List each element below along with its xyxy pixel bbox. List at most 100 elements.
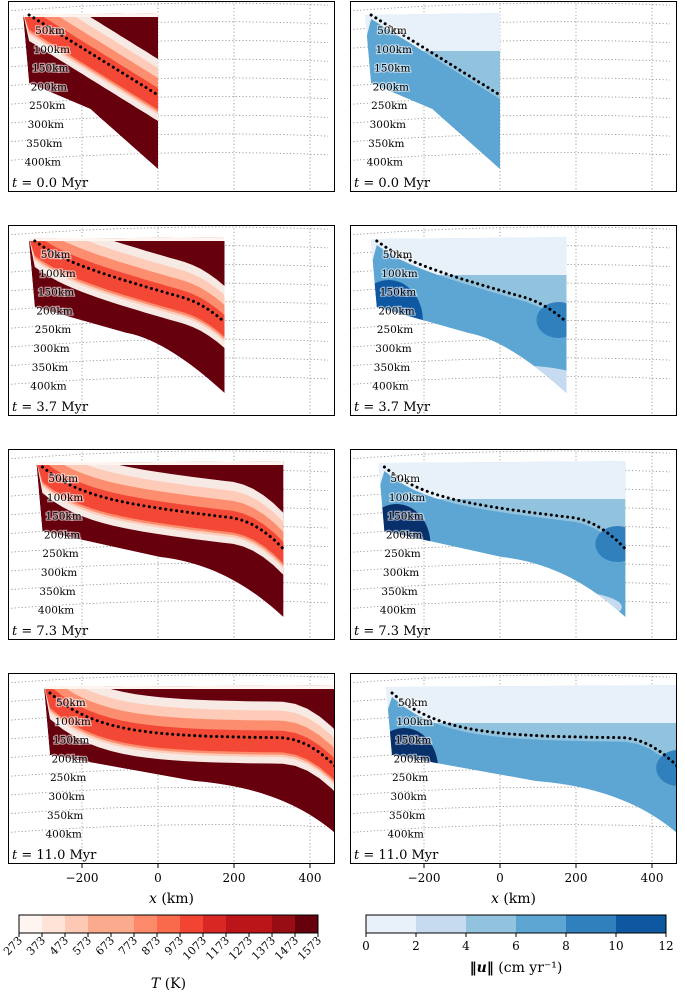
temperature-colorbar-tick-label: 1473 [272, 934, 301, 963]
depth-label: 400km [372, 381, 408, 393]
depth-label: 150km [374, 63, 410, 75]
grid-depth-arc [8, 58, 329, 68]
depth-label: 300km [375, 343, 411, 355]
time-label: t = 7.3 Myr [12, 624, 89, 639]
grid-depth-arc [350, 376, 671, 385]
grid-depth-arc [8, 2, 329, 12]
depth-label: 100km [397, 716, 433, 728]
grid-depth-arc [8, 600, 329, 609]
velocity-colorbar-tick-label: 2 [412, 939, 420, 953]
panel-frame [8, 225, 335, 416]
panel-frame [350, 225, 677, 416]
depth-label: 300km [41, 567, 77, 579]
temperature-colorbar-tick-label: 273 [1, 934, 25, 958]
depth-label: 150km [380, 287, 416, 299]
x-axes: −200 0 200 400 x (km) −200 0 200 400 x (km) [66, 864, 663, 907]
panel-temperature-0: 50km 100km 150km 200km 250km 300km 350km 400km t… [8, 1, 335, 192]
temperature-colorbar-tick-label: 773 [116, 934, 140, 958]
depth-label: 100km [376, 44, 412, 56]
depth-label: 300km [49, 791, 85, 803]
temperature-colorbar-segment [203, 915, 227, 933]
depth-label: 100km [381, 268, 417, 280]
slab-interface-line [27, 13, 160, 97]
depth-label: 50km [377, 25, 407, 37]
temperature-colorbar-tick-label: 673 [93, 934, 117, 958]
grid-depth-arc [350, 786, 671, 796]
grid-depth-arc [350, 21, 671, 30]
grid-depth-arc [8, 114, 329, 124]
low-velocity-zone [428, 365, 567, 393]
grid-depth-arc [8, 226, 329, 236]
velocity-colorbar-tick-label: 8 [562, 939, 570, 953]
time-label: t = 7.3 Myr [354, 624, 431, 639]
x-axis-label: x (km) [149, 891, 194, 907]
grid-depth-arc [8, 376, 329, 385]
depth-label: 250km [35, 324, 71, 336]
depth-label: 300km [33, 343, 69, 355]
grid-depth-arc [350, 77, 671, 87]
grid-depth-arc [350, 2, 671, 12]
grid-depth-arc [350, 581, 671, 591]
velocity-colorbar-tick-label: 6 [512, 939, 520, 953]
depth-label: 350km [374, 362, 410, 374]
grid-depth-arc [8, 786, 329, 796]
low-velocity-zone [461, 589, 622, 617]
depth-label: 100km [55, 716, 91, 728]
depth-label: 50km [41, 249, 71, 261]
temperature-colorbar-segment [88, 915, 112, 933]
grid-depth-arc [8, 77, 329, 87]
temperature-colorbar-segment [19, 915, 43, 933]
depth-label: 350km [389, 810, 425, 822]
surface-cold-layer [23, 13, 158, 17]
grid-depth-arc [350, 357, 671, 367]
velocity-colorbar-segment [616, 915, 667, 933]
panel-frame [350, 1, 677, 192]
depth-label: 300km [28, 119, 64, 131]
time-label: t = 3.7 Myr [354, 400, 431, 415]
upper-plate-velocity [386, 685, 677, 723]
depth-label: 250km [384, 548, 420, 560]
velocity-field [365, 13, 500, 169]
depth-label: 150km [53, 735, 89, 747]
grid-depth-arc [8, 674, 329, 684]
velocity-colorbar-label: ‖u‖ (cm yr⁻¹) [470, 960, 563, 976]
grid-depth-arc [350, 562, 671, 572]
temperature-field [44, 685, 335, 841]
depth-label: 200km [378, 305, 414, 317]
temperature-field [28, 237, 225, 393]
depth-label: 150km [38, 287, 74, 299]
depth-label: 350km [368, 138, 404, 150]
panel-velocity-2: 50km 100km 150km 200km 250km 300km 350km 400km t… [350, 449, 677, 640]
temperature-colorbar-tick-label: 373 [24, 934, 48, 958]
panel-temperature-1: 50km 100km 150km 200km 250km 300km 350km 400km t… [8, 225, 335, 416]
colorbars: 2733734735736737738739731073117312731373… [1, 914, 674, 992]
temperature-colorbar-tick-label: 1373 [249, 934, 278, 963]
depth-label: 150km [45, 511, 81, 523]
time-label: t = 0.0 Myr [12, 176, 89, 191]
grid-depth-arc [350, 152, 671, 161]
surface-cold-layer [36, 461, 284, 465]
x-tick-label: 200 [565, 871, 588, 885]
depth-label: 300km [391, 791, 427, 803]
temperature-contour [28, 237, 225, 337]
grid-depth-arc [350, 600, 671, 609]
slab-tip-velocity [595, 526, 626, 562]
grid-depth-arc [350, 96, 671, 105]
depth-label: 350km [39, 586, 75, 598]
panel-temperature-3: 50km 100km 150km 200km 250km 300km 350km 400km t… [8, 673, 335, 864]
grid-depth-arc [350, 226, 671, 236]
temperature-colorbar-tick-label: 1073 [180, 934, 209, 963]
depth-label: 50km [383, 249, 413, 261]
depth-label: 250km [50, 772, 86, 784]
depth-label: 50km [390, 473, 420, 485]
time-label: t = 11.0 Myr [12, 848, 97, 863]
velocity-colorbar-segment [366, 915, 417, 933]
temperature-colorbar-tick-label: 1273 [226, 934, 255, 963]
depth-label: 150km [395, 735, 431, 747]
velocity-colorbar-segment [466, 915, 517, 933]
depth-label: 200km [31, 81, 67, 93]
panel-frame [350, 673, 677, 864]
depth-label: 200km [386, 529, 422, 541]
velocity-colorbar-tick-label: 10 [608, 939, 623, 953]
